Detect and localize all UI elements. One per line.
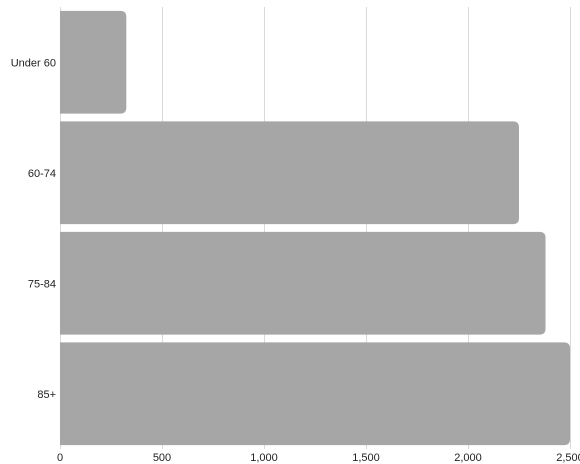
x-tick-label: 2,000 [454, 452, 482, 464]
x-tick-label: 1,000 [250, 452, 278, 464]
x-tick-label: 0 [57, 452, 63, 464]
bar-85- [60, 342, 570, 446]
category-label: 85+ [37, 389, 56, 401]
bars [60, 10, 570, 446]
category-labels: Under 60 60-74 75-84 85+ [11, 57, 56, 401]
x-axis-tick-labels: 0 500 1,000 1,500 2,000 2,500 [57, 452, 580, 464]
x-tick-label: 500 [153, 452, 171, 464]
x-tick-label: 1,500 [352, 452, 380, 464]
category-label: 75-84 [28, 278, 56, 290]
category-label: 60-74 [28, 168, 56, 180]
bar-under-60 [60, 10, 127, 114]
bar-60-74 [60, 121, 519, 225]
bar-75-84 [60, 231, 546, 335]
category-label: Under 60 [11, 57, 56, 69]
x-tick-label: 2,500 [556, 452, 580, 464]
